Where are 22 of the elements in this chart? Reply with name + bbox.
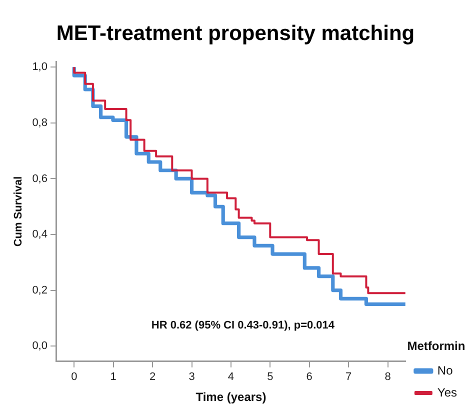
- y-tick-label: 0,0: [32, 340, 48, 352]
- y-tick-label: 0,6: [32, 172, 48, 185]
- annotation: HR 0.62 (95% CI 0.43-0.91), p=0.014: [151, 319, 336, 332]
- x-tick-label: 7: [346, 371, 352, 384]
- x-axis-title: Time (years): [196, 390, 266, 404]
- x-tick-label: 0: [71, 371, 78, 384]
- x-tick-label: 4: [228, 371, 234, 384]
- legend-title: Metformin: [407, 338, 466, 353]
- chart-title: MET-treatment propensity matching: [55, 22, 416, 46]
- x-tick-label: 5: [267, 371, 274, 384]
- y-tick-label: 0,2: [32, 284, 48, 296]
- y-tick-label: 0,4: [32, 228, 48, 241]
- legend-label: Yes: [437, 385, 457, 400]
- x-tick-label: 3: [188, 371, 195, 384]
- y-tick-label: 0,8: [32, 116, 48, 129]
- x-tick-label: 2: [149, 371, 156, 384]
- y-tick-label: 1,0: [32, 61, 48, 74]
- y-axis-title: Cum Survival: [12, 176, 25, 247]
- x-tick-label: 6: [306, 371, 312, 384]
- x-tick-label: 1: [110, 371, 116, 384]
- x-tick-label: 8: [384, 371, 391, 384]
- legend-label: No: [437, 363, 454, 378]
